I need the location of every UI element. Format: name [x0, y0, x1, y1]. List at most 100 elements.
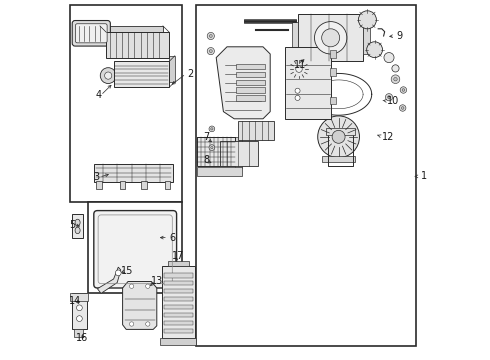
- Text: 3: 3: [93, 172, 99, 182]
- Circle shape: [400, 87, 407, 93]
- Circle shape: [209, 126, 215, 132]
- Bar: [236, 95, 265, 101]
- Bar: [235, 137, 243, 168]
- Bar: [238, 121, 274, 140]
- Circle shape: [402, 89, 405, 91]
- FancyBboxPatch shape: [94, 211, 176, 288]
- Bar: [196, 5, 416, 346]
- Circle shape: [146, 284, 150, 288]
- Bar: [292, 22, 298, 54]
- Text: 6: 6: [170, 233, 175, 243]
- Text: 14: 14: [69, 296, 81, 306]
- Circle shape: [104, 72, 112, 79]
- Text: 4: 4: [96, 90, 102, 100]
- Bar: [220, 141, 258, 166]
- Bar: [114, 61, 170, 87]
- Circle shape: [146, 322, 150, 326]
- Bar: [236, 72, 265, 77]
- Polygon shape: [98, 267, 121, 293]
- Polygon shape: [216, 47, 270, 119]
- Bar: [165, 181, 171, 189]
- Circle shape: [388, 96, 391, 99]
- Text: 1: 1: [421, 171, 427, 181]
- Bar: [197, 167, 243, 176]
- Ellipse shape: [75, 219, 80, 226]
- Bar: [94, 164, 173, 182]
- Bar: [164, 281, 193, 285]
- Circle shape: [211, 147, 213, 149]
- Circle shape: [332, 130, 345, 143]
- Bar: [162, 266, 195, 338]
- Circle shape: [295, 88, 300, 93]
- Bar: [285, 47, 331, 119]
- Bar: [74, 329, 83, 337]
- Circle shape: [318, 116, 360, 158]
- Bar: [330, 68, 336, 76]
- Bar: [97, 181, 102, 189]
- Ellipse shape: [75, 227, 80, 234]
- Bar: [164, 289, 193, 293]
- Bar: [164, 273, 193, 278]
- Text: 16: 16: [76, 333, 88, 343]
- Circle shape: [391, 75, 400, 84]
- Circle shape: [209, 145, 215, 150]
- Bar: [197, 137, 235, 166]
- Circle shape: [296, 66, 302, 72]
- Circle shape: [367, 42, 383, 58]
- Bar: [245, 19, 296, 23]
- Bar: [298, 14, 363, 61]
- Circle shape: [209, 35, 212, 37]
- Circle shape: [129, 322, 134, 326]
- Polygon shape: [122, 282, 157, 329]
- Circle shape: [386, 94, 392, 101]
- Bar: [100, 26, 163, 32]
- Text: 2: 2: [187, 69, 194, 79]
- Text: 8: 8: [203, 155, 209, 165]
- Circle shape: [295, 95, 300, 100]
- Bar: [72, 214, 83, 238]
- Bar: [363, 22, 369, 54]
- Bar: [120, 181, 125, 189]
- Circle shape: [394, 77, 397, 81]
- Bar: [164, 297, 193, 301]
- Circle shape: [100, 68, 116, 84]
- Circle shape: [292, 62, 306, 76]
- Circle shape: [321, 29, 340, 47]
- Circle shape: [209, 50, 212, 53]
- Bar: [164, 313, 193, 317]
- Bar: [160, 338, 196, 345]
- Circle shape: [399, 105, 406, 111]
- Circle shape: [401, 107, 404, 109]
- Text: 15: 15: [121, 266, 133, 276]
- Circle shape: [129, 284, 134, 288]
- Bar: [236, 64, 265, 69]
- Bar: [289, 85, 305, 103]
- Text: 13: 13: [151, 276, 163, 286]
- Bar: [72, 293, 87, 329]
- Bar: [88, 202, 182, 293]
- Circle shape: [358, 11, 376, 29]
- Bar: [106, 32, 170, 58]
- Circle shape: [315, 22, 347, 54]
- Text: 5: 5: [69, 220, 75, 230]
- Bar: [141, 181, 147, 189]
- Bar: [322, 156, 355, 162]
- Text: 12: 12: [382, 132, 394, 142]
- Bar: [164, 305, 193, 309]
- Bar: [164, 321, 193, 325]
- Bar: [236, 80, 265, 85]
- Bar: [168, 261, 189, 266]
- Circle shape: [392, 65, 399, 72]
- Bar: [164, 329, 193, 333]
- Circle shape: [116, 270, 121, 276]
- FancyBboxPatch shape: [75, 24, 107, 43]
- Bar: [170, 56, 175, 82]
- Text: 9: 9: [396, 31, 402, 41]
- Circle shape: [76, 305, 82, 311]
- Circle shape: [384, 53, 394, 63]
- Circle shape: [207, 32, 215, 40]
- FancyBboxPatch shape: [72, 21, 110, 46]
- Circle shape: [76, 316, 82, 321]
- Bar: [330, 97, 336, 104]
- Text: 17: 17: [172, 251, 185, 261]
